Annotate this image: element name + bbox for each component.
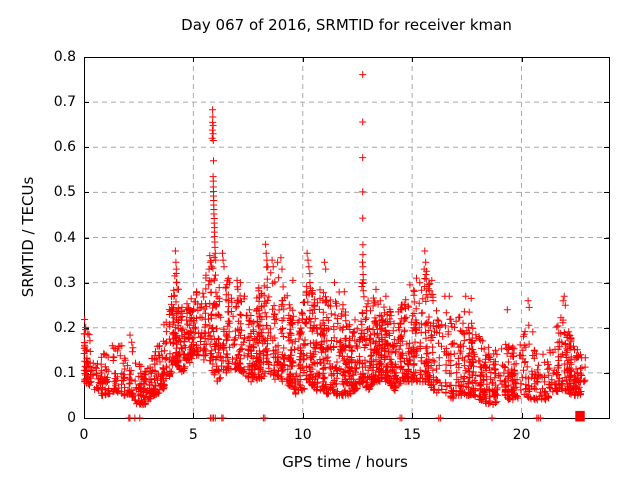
- x-tick-label: 15: [403, 427, 422, 443]
- y-tick-label: 0.2: [53, 319, 76, 336]
- y-tick-label: 0.3: [53, 274, 76, 291]
- y-tick-label: 0.5: [53, 184, 76, 201]
- y-tick-label: 0.8: [53, 49, 76, 65]
- scatter-points: [80, 71, 589, 422]
- y-tick-label: 0.4: [53, 229, 76, 246]
- y-tick-label: 0: [67, 410, 76, 426]
- x-tick-label: 0: [79, 427, 89, 443]
- x-axis-label: GPS time / hours: [282, 453, 408, 471]
- y-tick-label: 0.7: [53, 94, 76, 111]
- y-tick-label: 0.1: [53, 364, 76, 381]
- x-tick-label: 10: [293, 427, 312, 443]
- chart-title: Day 067 of 2016, SRMTID for receiver kma…: [181, 16, 512, 34]
- x-tick-label: 20: [512, 427, 531, 443]
- zero-block: [575, 410, 585, 422]
- y-tick-label: 0.6: [53, 139, 76, 156]
- x-tick-label: 5: [188, 427, 198, 443]
